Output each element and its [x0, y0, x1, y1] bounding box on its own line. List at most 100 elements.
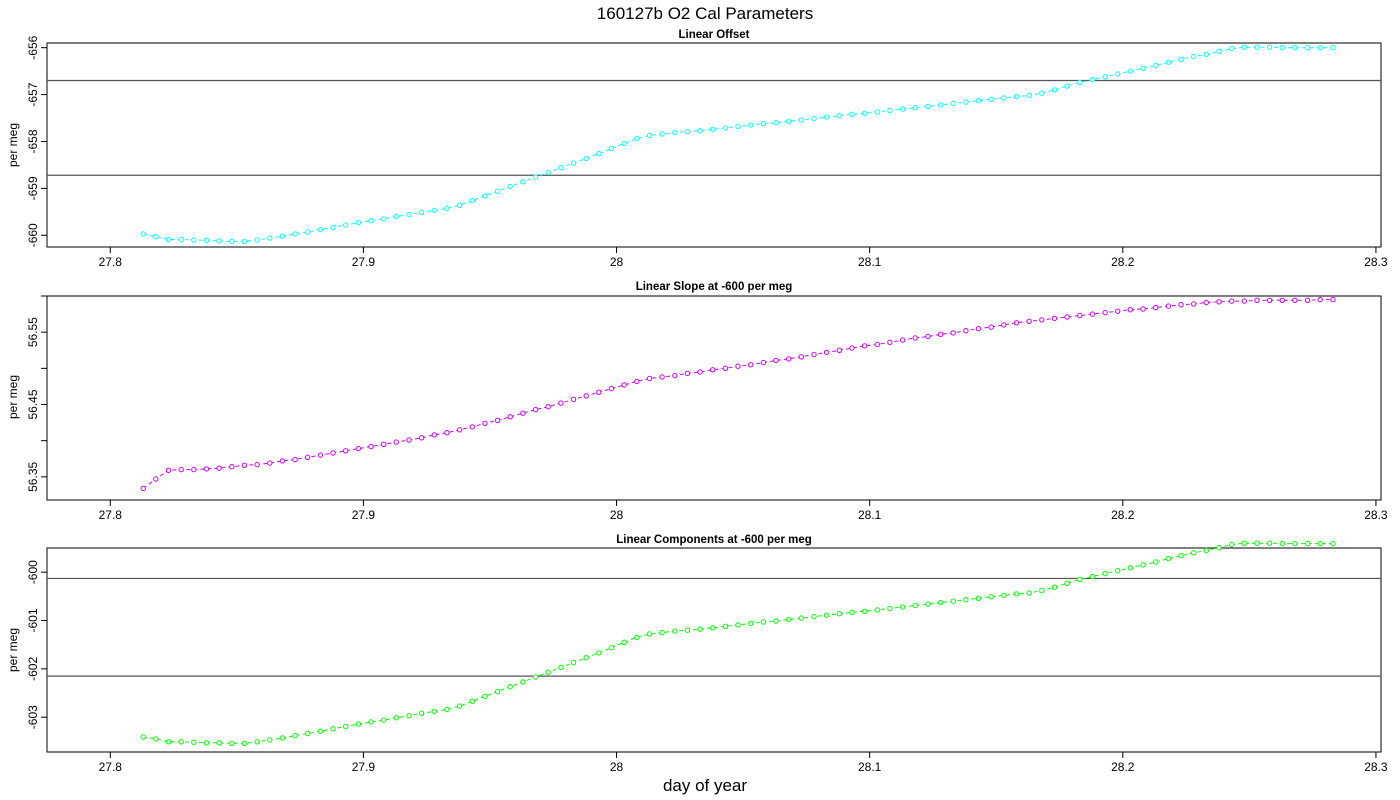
data-point: [950, 100, 956, 107]
data-point: [229, 464, 235, 470]
data-point: [1229, 298, 1235, 304]
data-point: [216, 238, 222, 244]
data-point: [1216, 48, 1222, 55]
data-point: [1051, 315, 1058, 322]
data-point: [710, 625, 716, 631]
data-point: [1089, 76, 1096, 83]
data-point: [343, 448, 349, 454]
data-point: [861, 608, 868, 614]
data-point: [1317, 540, 1323, 547]
data-point: [279, 735, 286, 741]
y-tick-label: -601: [26, 608, 40, 632]
y-tick-label: -602: [26, 657, 40, 681]
data-point: [798, 615, 804, 621]
data-point: [1330, 45, 1336, 51]
data-point: [393, 715, 399, 721]
data-point: [874, 341, 880, 348]
data-point: [1165, 59, 1172, 65]
data-point: [254, 237, 260, 243]
data-point: [191, 237, 197, 243]
x-tick-label: 28: [610, 255, 624, 269]
data-point: [634, 634, 640, 641]
data-point: [874, 109, 880, 115]
data-point: [1077, 576, 1083, 583]
data-point: [1001, 95, 1007, 101]
x-tick-label: 28.3: [1364, 508, 1388, 522]
data-point: [381, 216, 387, 222]
data-point: [1140, 562, 1146, 568]
data-point: [1241, 44, 1248, 50]
data-point: [1203, 51, 1210, 57]
data-point: [950, 598, 956, 604]
x-tick-label: 28.2: [1111, 760, 1135, 774]
data-point: [241, 740, 248, 746]
data-point: [583, 155, 589, 162]
data-point: [418, 435, 425, 441]
y-tick-label: 56.35: [26, 462, 40, 492]
data-point: [330, 726, 336, 732]
panel-title: Linear Components at -600 per meg: [616, 534, 812, 546]
data-point: [1279, 297, 1286, 303]
data-point: [494, 688, 501, 695]
data-point: [1064, 83, 1070, 89]
data-point: [241, 238, 248, 245]
data-point: [520, 179, 526, 185]
data-point: [520, 410, 526, 416]
data-point: [1115, 71, 1121, 77]
data-point: [1001, 322, 1007, 328]
data-point: [216, 465, 222, 471]
data-point: [596, 650, 602, 656]
data-point: [912, 602, 918, 609]
data-point: [393, 439, 399, 445]
data-point: [140, 485, 146, 492]
data-point: [532, 406, 539, 413]
data-point: [1039, 90, 1045, 96]
data-point: [267, 235, 273, 241]
data-point: [1191, 301, 1197, 307]
data-point: [646, 631, 653, 637]
data-point: [760, 359, 767, 366]
data-point: [507, 183, 513, 190]
data-point: [975, 98, 982, 104]
data-point: [1330, 540, 1336, 547]
data-point: [697, 369, 703, 375]
data-point: [937, 599, 944, 606]
data-point: [849, 111, 855, 118]
data-point: [608, 644, 615, 651]
data-point: [570, 160, 577, 166]
data-point: [861, 343, 868, 349]
data-point: [1178, 302, 1184, 308]
data-point: [140, 231, 146, 237]
data-point: [786, 118, 792, 125]
data-point: [191, 739, 197, 745]
data-point: [975, 595, 982, 601]
data-point: [330, 450, 336, 456]
data-point: [482, 693, 488, 700]
data-point: [1089, 311, 1096, 317]
data-point: [1266, 540, 1273, 546]
data-point: [330, 224, 336, 231]
data-point: [684, 627, 691, 633]
data-point: [988, 96, 994, 103]
data-point: [1102, 309, 1108, 316]
y-tick-label: 56.45: [26, 389, 40, 419]
data-point: [482, 420, 488, 426]
data-point: [178, 466, 184, 473]
y-tick-label: 56.55: [26, 317, 40, 347]
data-point: [558, 664, 564, 671]
data-point: [178, 739, 184, 745]
data-point: [1292, 45, 1298, 51]
data-point: [646, 375, 653, 382]
data-point: [798, 117, 804, 123]
data-point: [899, 337, 906, 343]
data-point: [1216, 299, 1222, 305]
data-point: [621, 382, 627, 388]
data-point: [760, 619, 767, 625]
data-point: [1153, 559, 1159, 565]
data-point: [748, 620, 754, 627]
data-point: [786, 616, 792, 623]
data-point: [431, 432, 437, 438]
data-point: [532, 674, 539, 680]
data-point: [1077, 79, 1083, 86]
data-point: [1317, 45, 1323, 51]
